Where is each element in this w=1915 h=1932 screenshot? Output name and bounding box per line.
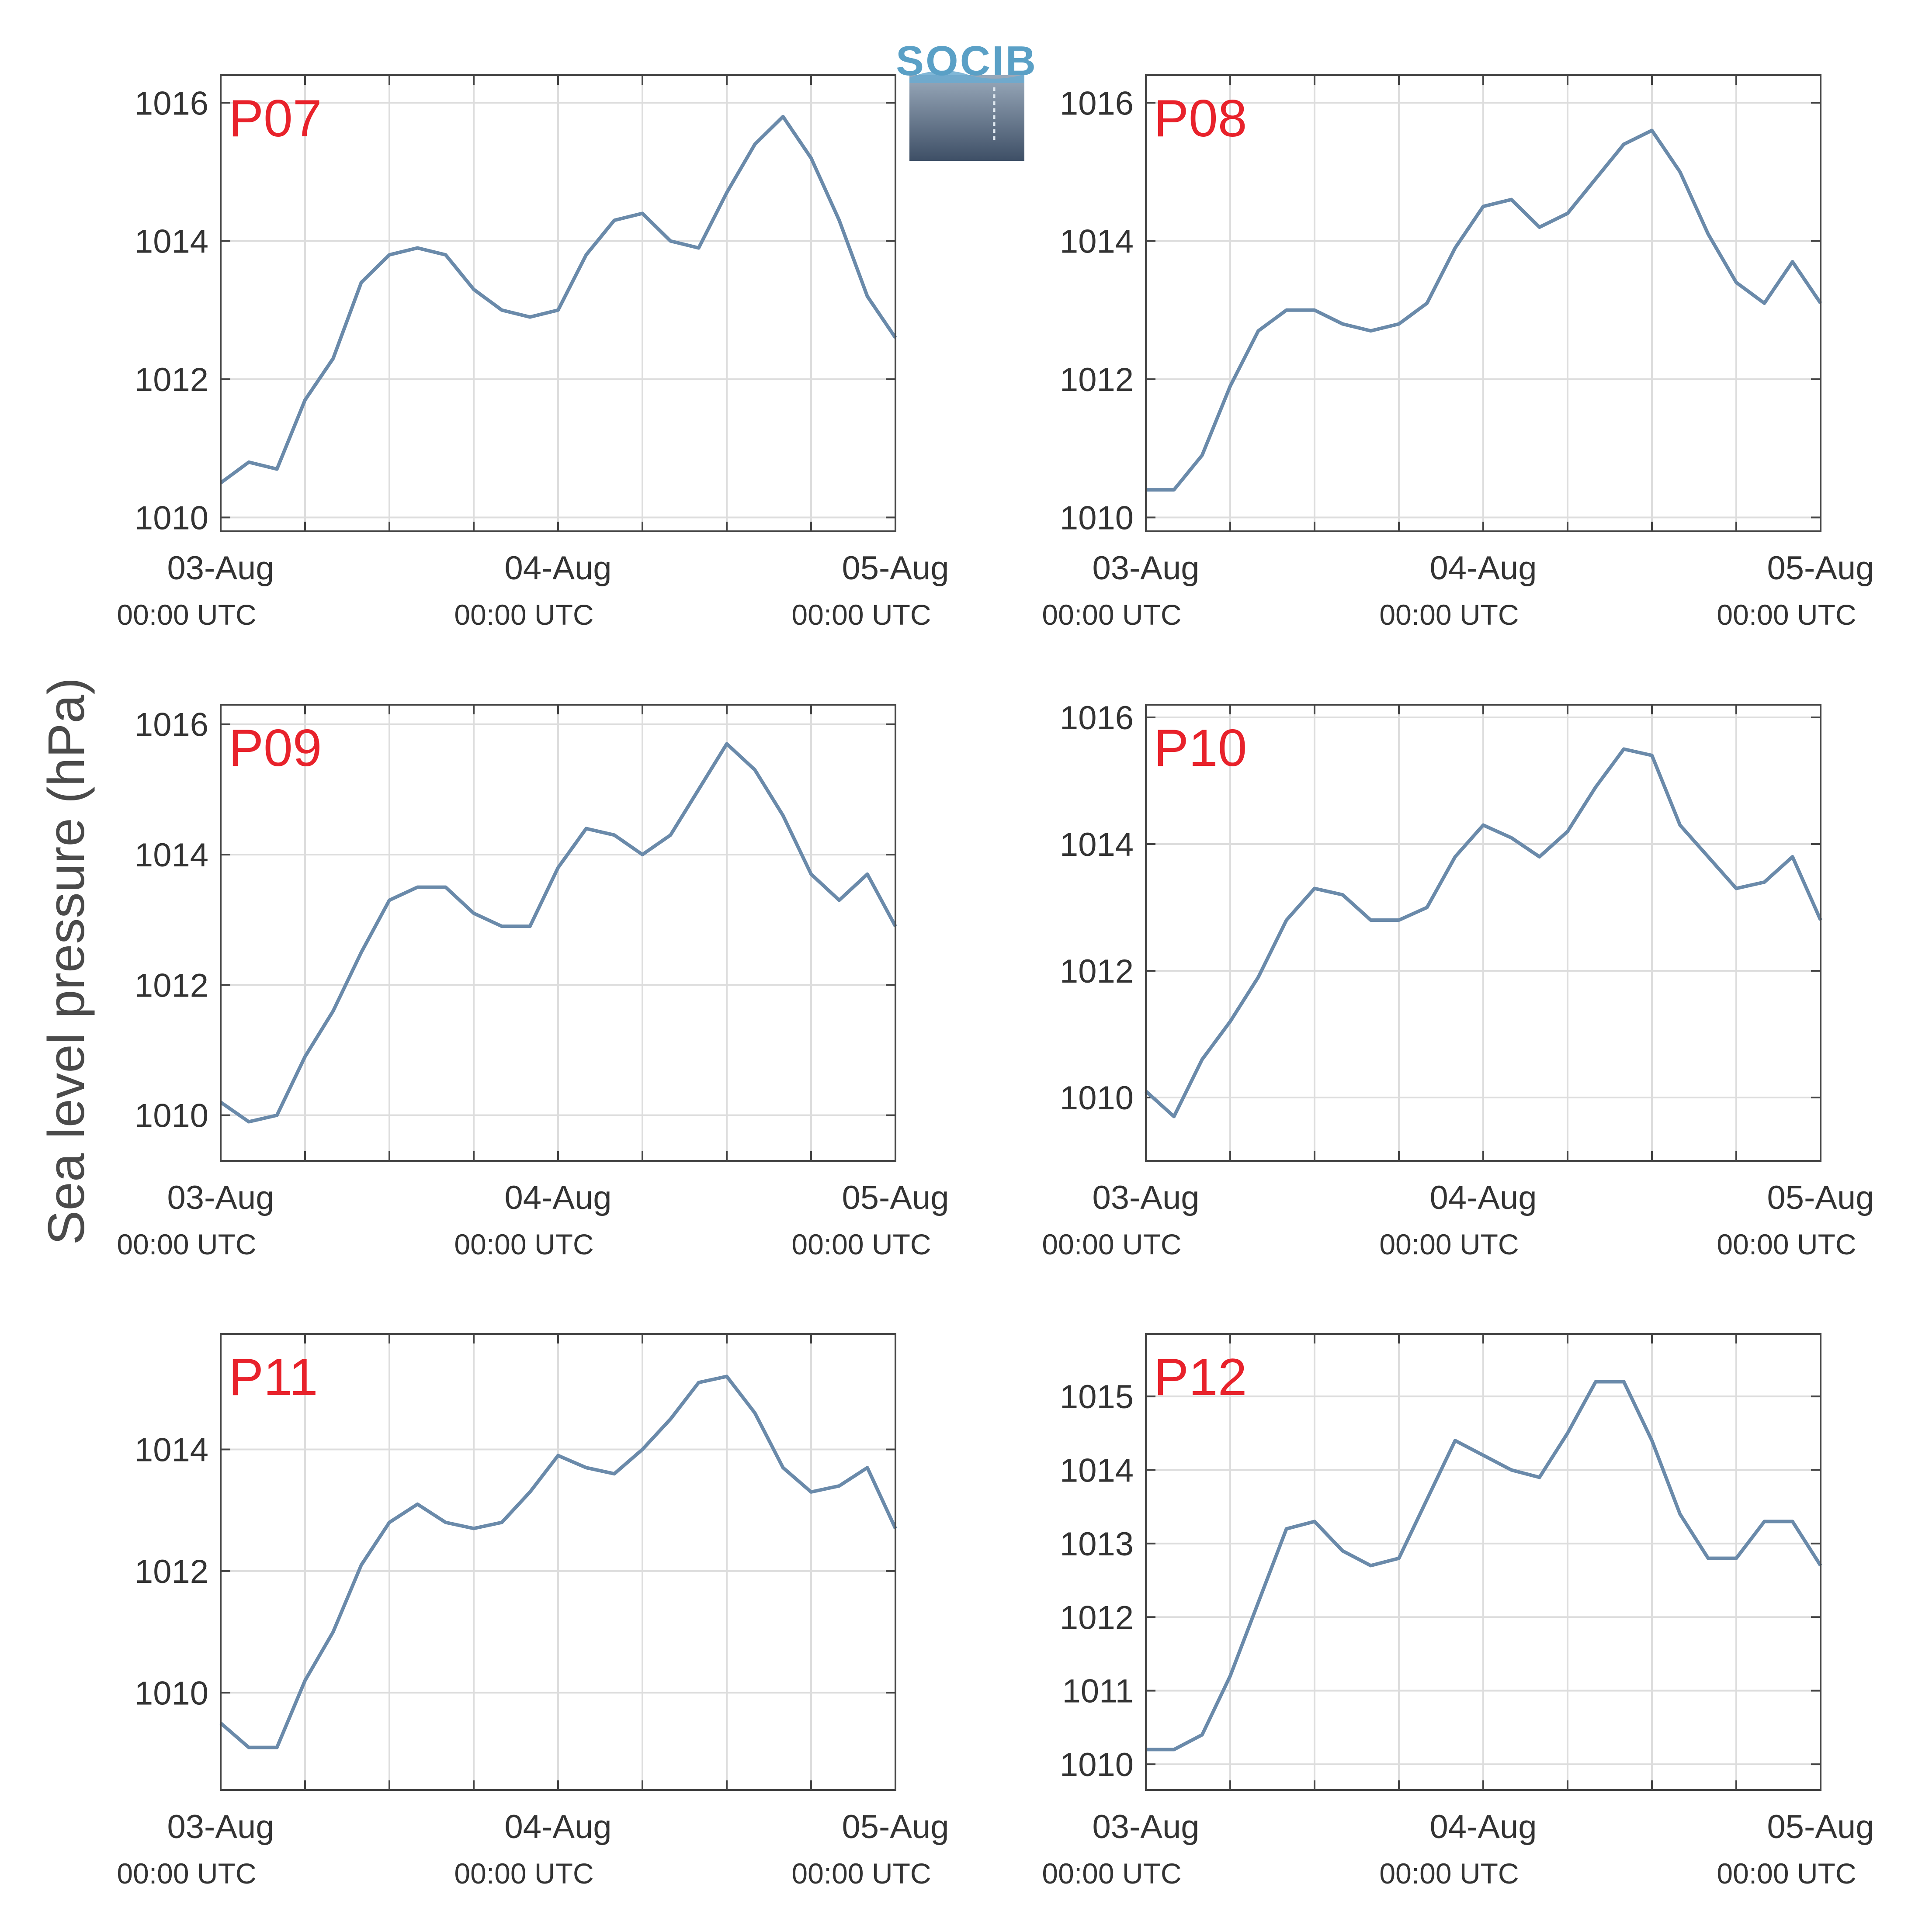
x-tick-sublabel: 00:00 UTC — [454, 599, 593, 631]
pressure-line — [1145, 747, 1822, 1118]
x-tick-label: 04-Aug — [1429, 1808, 1537, 1845]
pressure-line — [1146, 1380, 1822, 1752]
logo-text: SOCIB — [896, 38, 1037, 84]
x-tick-sublabel: 00:00 UTC — [791, 1228, 931, 1260]
y-tick-label: 1014 — [1060, 223, 1134, 260]
y-tick-label: 1012 — [1060, 361, 1134, 398]
x-tick-label: 03-Aug — [167, 1808, 274, 1845]
y-tick-label: 1010 — [135, 1098, 208, 1135]
y-tick-label: 1014 — [1060, 1452, 1134, 1489]
y-tick-label: 1014 — [135, 1431, 208, 1468]
plot-frame — [1145, 74, 1821, 532]
y-tick-label: 1016 — [1060, 85, 1134, 122]
logo-wave — [909, 70, 1024, 83]
x-tick-label: 05-Aug — [1767, 1808, 1874, 1845]
x-tick-sublabel: 00:00 UTC — [1042, 1228, 1181, 1260]
y-tick-label: 1014 — [135, 837, 208, 874]
x-tick-sublabel: 00:00 UTC — [1042, 1857, 1181, 1890]
y-tick-label: 1012 — [1060, 1599, 1134, 1636]
x-tick-sublabel: 00:00 UTC — [1717, 599, 1856, 631]
x-tick-label: 05-Aug — [1767, 1179, 1874, 1216]
plot-frame — [220, 704, 896, 1162]
panel-p10: 1010 1012 1014 1016 P10 03-Aug 00:00 UTC 04-Aug… — [1042, 699, 1874, 1260]
x-tick-label: 03-Aug — [167, 1179, 274, 1216]
panel-label: P07 — [229, 89, 322, 148]
x-tick-label: 03-Aug — [1092, 550, 1199, 587]
x-tick-label: 03-Aug — [167, 550, 274, 587]
y-tick-label: 1010 — [135, 1675, 208, 1712]
chart-panels: 1010 1012 1014 1016 P07 03-Aug 00:00 UTC 04-Aug… — [117, 74, 1874, 1890]
pressure-line — [219, 114, 897, 485]
panel-p08: 1010 1012 1014 1016 P08 03-Aug 00:00 UTC 04-Aug… — [1042, 74, 1874, 631]
panel-label: P10 — [1154, 719, 1247, 777]
x-tick-sublabel: 00:00 UTC — [791, 599, 931, 631]
x-tick-sublabel: 00:00 UTC — [117, 599, 256, 631]
x-tick-label: 03-Aug — [1092, 1808, 1199, 1845]
x-tick-sublabel: 00:00 UTC — [1379, 1857, 1519, 1890]
x-tick-label: 04-Aug — [504, 1179, 611, 1216]
panel-label: P09 — [229, 719, 322, 777]
y-tick-label: 1014 — [135, 223, 208, 260]
y-tick-label: 1010 — [1060, 1080, 1134, 1117]
y-tick-label: 1012 — [135, 361, 208, 398]
x-tick-label: 03-Aug — [1092, 1179, 1199, 1216]
y-tick-label: 1012 — [135, 1553, 208, 1590]
y-tick-label: 1015 — [1060, 1378, 1134, 1416]
x-tick-label: 04-Aug — [504, 1808, 611, 1845]
y-tick-label: 1012 — [135, 967, 208, 1004]
x-tick-sublabel: 00:00 UTC — [1042, 599, 1181, 631]
y-axis-label: Sea level pressure (hPa) — [38, 678, 95, 1245]
x-tick-sublabel: 00:00 UTC — [454, 1228, 593, 1260]
x-tick-label: 05-Aug — [842, 1179, 949, 1216]
pressure-line — [1146, 128, 1822, 492]
panel-p07: 1010 1012 1014 1016 P07 03-Aug 00:00 UTC 04-Aug… — [117, 74, 949, 631]
x-tick-sublabel: 00:00 UTC — [1717, 1228, 1856, 1260]
panel-label: P11 — [229, 1348, 318, 1406]
plot-frame — [1145, 1333, 1821, 1791]
x-tick-sublabel: 00:00 UTC — [117, 1857, 256, 1890]
x-tick-label: 05-Aug — [842, 1808, 949, 1845]
logo-tile — [909, 75, 1024, 161]
x-tick-label: 05-Aug — [842, 550, 949, 587]
panel-label: P12 — [1154, 1348, 1247, 1406]
plot-frame — [1145, 704, 1821, 1162]
x-tick-sublabel: 00:00 UTC — [1717, 1857, 1856, 1890]
pressure-line — [219, 1375, 897, 1749]
y-tick-label: 1012 — [1060, 953, 1134, 990]
x-tick-label: 05-Aug — [1767, 550, 1874, 587]
x-tick-sublabel: 00:00 UTC — [1379, 599, 1519, 631]
x-tick-sublabel: 00:00 UTC — [1379, 1228, 1519, 1260]
x-tick-label: 04-Aug — [504, 550, 611, 587]
x-tick-sublabel: 00:00 UTC — [454, 1857, 593, 1890]
y-tick-label: 1016 — [135, 85, 208, 122]
y-tick-label: 1013 — [1060, 1526, 1134, 1563]
socib-logo: SOCIB — [896, 38, 1037, 161]
y-tick-label: 1010 — [1060, 1746, 1134, 1783]
y-tick-label: 1011 — [1062, 1673, 1134, 1710]
panel-p12: 1010 1011 1012 1013 1014 1015 P12 03-Aug 00:00 U… — [1042, 1333, 1874, 1890]
panel-p09: 1010 1012 1014 1016 P09 03-Aug 00:00 UTC 04-Aug… — [117, 704, 949, 1260]
y-tick-label: 1010 — [135, 499, 208, 537]
plot-frame — [220, 74, 896, 532]
panel-label: P08 — [1154, 89, 1247, 148]
x-tick-label: 04-Aug — [1429, 1179, 1537, 1216]
x-tick-label: 04-Aug — [1429, 550, 1537, 587]
x-tick-sublabel: 00:00 UTC — [117, 1228, 256, 1260]
plot-frame — [220, 1333, 896, 1791]
panel-p11: 1010 1012 1014 P11 03-Aug 00:00 UTC 04-Aug 00:0… — [117, 1333, 949, 1890]
y-tick-label: 1016 — [1060, 699, 1134, 737]
pressure-line — [219, 742, 897, 1124]
y-tick-label: 1016 — [135, 706, 208, 744]
x-tick-sublabel: 00:00 UTC — [791, 1857, 931, 1890]
y-tick-label: 1014 — [1060, 826, 1134, 863]
y-tick-label: 1010 — [1060, 499, 1134, 537]
